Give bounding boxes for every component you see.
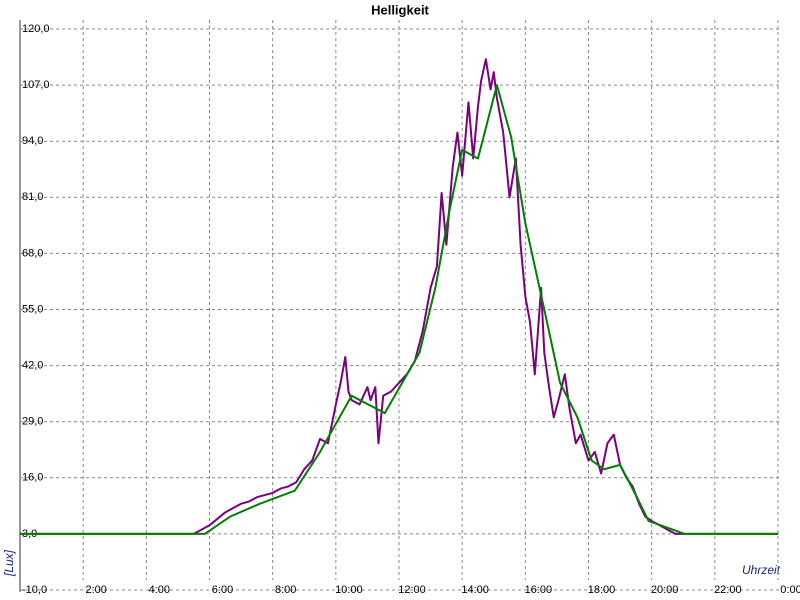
y-tick-label: 29,0: [22, 416, 43, 428]
y-tick-label: 42,0: [22, 360, 43, 372]
y-tick-label: 107,0: [22, 79, 50, 91]
x-tick-label: 22:00: [714, 584, 742, 596]
data-line: [20, 84, 778, 535]
x-tick-label: 8:00: [275, 584, 296, 596]
y-tick-label: -10,0: [22, 584, 47, 596]
x-tick-label: 20:00: [651, 584, 679, 596]
x-tick-label: 0:00: [780, 584, 800, 596]
chart-title: Helligkeit: [371, 2, 429, 17]
x-tick-label: 14:00: [461, 584, 489, 596]
y-tick-label: 120,0: [22, 23, 50, 35]
y-tick-label: 16,0: [22, 472, 43, 484]
x-tick-label: 10:00: [335, 584, 363, 596]
x-tick-label: 2:00: [85, 584, 106, 596]
y-tick-label: 68,0: [22, 247, 43, 259]
y-tick-label: 81,0: [22, 191, 43, 203]
x-tick-label: 16:00: [525, 584, 553, 596]
x-tick-label: 12:00: [398, 584, 426, 596]
x-axis-label: Uhrzeit: [742, 563, 781, 577]
y-axis-label: [Lux]: [2, 549, 16, 577]
x-tick-label: 4:00: [149, 584, 170, 596]
data-line: [20, 58, 778, 535]
x-tick-label: 18:00: [588, 584, 616, 596]
y-tick-label: 55,0: [22, 303, 43, 315]
x-tick-label: 6:00: [212, 584, 233, 596]
y-tick-label: 94,0: [22, 135, 43, 147]
